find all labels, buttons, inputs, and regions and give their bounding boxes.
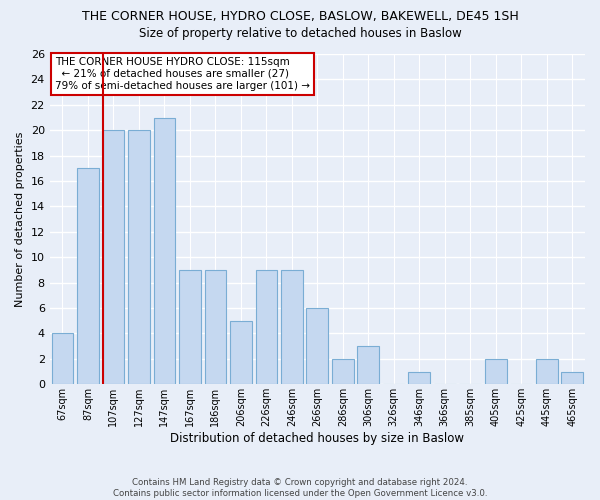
Bar	[103, 130, 124, 384]
Text: Contains HM Land Registry data © Crown copyright and database right 2024.
Contai: Contains HM Land Registry data © Crown c…	[113, 478, 487, 498]
Bar	[77, 168, 99, 384]
Bar	[332, 359, 353, 384]
Bar	[230, 321, 251, 384]
Text: Size of property relative to detached houses in Baslow: Size of property relative to detached ho…	[139, 28, 461, 40]
Text: THE CORNER HOUSE, HYDRO CLOSE, BASLOW, BAKEWELL, DE45 1SH: THE CORNER HOUSE, HYDRO CLOSE, BASLOW, B…	[82, 10, 518, 23]
Bar	[281, 270, 302, 384]
Y-axis label: Number of detached properties: Number of detached properties	[15, 132, 25, 307]
Bar	[256, 270, 277, 384]
Bar	[536, 359, 557, 384]
Bar	[562, 372, 583, 384]
Bar	[485, 359, 506, 384]
Bar	[128, 130, 150, 384]
Bar	[179, 270, 201, 384]
Bar	[358, 346, 379, 385]
Text: THE CORNER HOUSE HYDRO CLOSE: 115sqm
  ← 21% of detached houses are smaller (27): THE CORNER HOUSE HYDRO CLOSE: 115sqm ← 2…	[55, 58, 310, 90]
Bar	[154, 118, 175, 384]
Bar	[307, 308, 328, 384]
Bar	[205, 270, 226, 384]
Bar	[52, 334, 73, 384]
X-axis label: Distribution of detached houses by size in Baslow: Distribution of detached houses by size …	[170, 432, 464, 445]
Bar	[409, 372, 430, 384]
